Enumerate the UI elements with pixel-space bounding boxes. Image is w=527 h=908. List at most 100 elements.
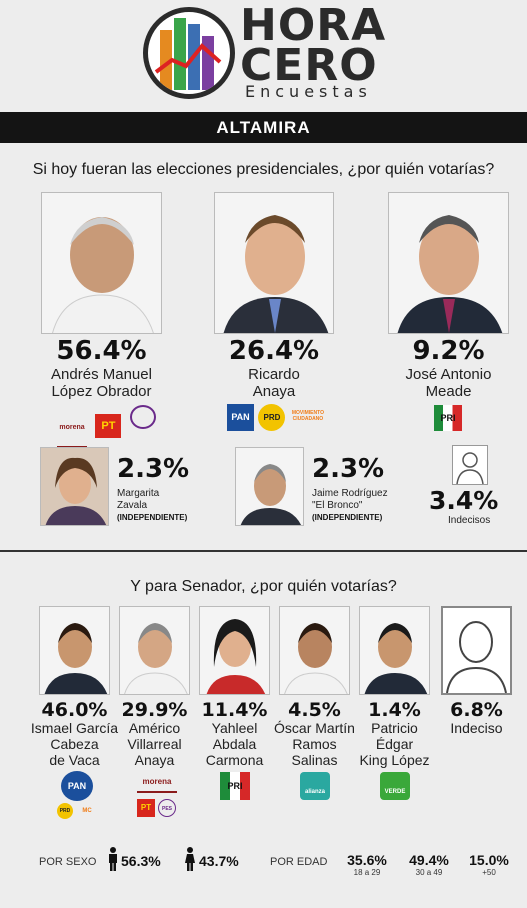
candidate-name-line2: Anaya [252, 383, 296, 400]
age-percent: 15.0% [469, 852, 509, 868]
age-percent: 49.4% [409, 852, 449, 868]
senate-name-line: Carmona [205, 752, 264, 768]
independent-tag: (INDEPENDIENTE) [117, 513, 188, 522]
candidate-photo-bronco [235, 447, 304, 526]
party-logos: PAN PRD MOVIMIENTO CIUDADANO [227, 404, 327, 432]
candidate-name-line2: López Obrador [51, 383, 152, 400]
pt-logo-icon: PT [95, 414, 122, 438]
senate-name: Óscar Martín Ramos Salinas [268, 720, 361, 768]
pes-logo-icon: PES [158, 799, 176, 817]
male-percent: 56.3% [121, 853, 161, 869]
female-icon [185, 847, 195, 871]
senate-photo-5 [359, 606, 430, 695]
senate-name-line: Édgar [375, 736, 414, 752]
party-logos: morena PT PES [137, 771, 177, 821]
pri-logo-icon: PRI [220, 772, 250, 800]
mc-logo-icon: MC [82, 808, 92, 814]
candidate-percent: 2.3% [117, 454, 190, 484]
party-logos: VERDE [380, 772, 410, 800]
age-group: 35.6% 18 a 29 [341, 852, 393, 877]
pt-logo-icon: PT [137, 799, 155, 817]
candidate-percent: 9.2% [412, 336, 485, 366]
senate-name-line: Villarreal [127, 736, 182, 752]
verde-logo-icon: VERDE [380, 772, 410, 800]
senate-name-line: Salinas [291, 752, 338, 768]
senate-undecided-silhouette-icon [441, 606, 512, 695]
morena-logo-icon: morena [57, 424, 87, 448]
female-percent: 43.7% [199, 853, 239, 869]
senate-percent: 46.0% [41, 699, 108, 721]
senate-name: Yahleel Abdala Carmona [188, 720, 281, 768]
brand-line3: Encuestas [245, 82, 372, 101]
senate-question: Y para Senador, ¿por quién votarías? [130, 578, 397, 595]
candidate-photo-zavala [40, 447, 109, 526]
senate-name: Américo Villarreal Anaya [108, 720, 201, 768]
senate-photo-2 [119, 606, 190, 695]
age-range: +50 [482, 868, 496, 877]
senate-name-line: Américo [128, 720, 181, 736]
senate-name-line: Anaya [134, 752, 175, 768]
age-group: 15.0% +50 [463, 852, 515, 877]
senate-percent: 6.8% [450, 699, 503, 721]
section-divider [0, 550, 527, 552]
candidate-name-line1: Jaime Rodríguez [312, 488, 388, 499]
pan-logo-icon: PAN [61, 771, 93, 801]
pri-logo-icon: PRI [434, 405, 462, 431]
senate-name: Ismael García Cabeza de Vaca [28, 720, 121, 768]
senate-name: Indeciso [430, 720, 523, 736]
senate-name-line: de Vaca [49, 752, 100, 768]
senate-photo-3 [199, 606, 270, 695]
age-percent: 35.6% [347, 852, 387, 868]
brand-line2: CERO [240, 40, 378, 91]
candidate-percent: 2.3% [312, 454, 385, 484]
senate-percent: 4.5% [288, 699, 341, 721]
presidential-question: Si hoy fueran las elecciones presidencia… [32, 161, 495, 178]
candidate-photo-meade [388, 192, 509, 334]
pes-logo-icon [129, 405, 156, 429]
senate-name-line: King López [359, 752, 430, 768]
senate-photo-4 [279, 606, 350, 695]
nueva-alianza-logo-icon: alianza [300, 772, 330, 800]
candidate-photo-amlo [41, 192, 162, 334]
undecided-silhouette-icon [452, 445, 488, 485]
party-logos: alianza [300, 772, 330, 800]
candidate-percent: 26.4% [228, 336, 320, 366]
candidate-name-line1: Margarita [117, 488, 160, 499]
senate-percent: 11.4% [201, 699, 268, 721]
morena-logo-icon: morena [137, 771, 177, 793]
by-age-label: POR EDAD [270, 856, 328, 868]
party-logos: PAN PRD MC [57, 771, 97, 821]
senate-name: Patricio Édgar King López [348, 720, 441, 768]
candidate-percent: 56.4% [56, 336, 147, 366]
party-logos: morena PT [57, 405, 177, 448]
brand-line1: HORA [240, 0, 387, 51]
senate-name-line: Ismael García [30, 720, 119, 736]
candidate-name-line1: José Antonio [405, 366, 492, 383]
region-banner: ALTAMIRA [0, 112, 527, 143]
senate-percent: 1.4% [368, 699, 421, 721]
senate-name-line: Patricio [371, 720, 418, 736]
senate-name-line: Abdala [212, 736, 257, 752]
undecided-label: Indecisos [448, 515, 491, 526]
senate-percent: 29.9% [121, 699, 188, 721]
mc-logo-icon: MOVIMIENTO CIUDADANO [291, 410, 324, 422]
candidate-photo-anaya [214, 192, 334, 334]
pan-logo-icon: PAN [227, 404, 254, 431]
candidate-name-line2: "El Bronco" [312, 500, 363, 511]
party-logos: PRI [434, 405, 462, 431]
senate-name-line: Ramos [292, 736, 337, 752]
senate-name-line: Óscar Martín [274, 720, 355, 736]
senate-name-line: Indeciso [450, 720, 503, 736]
undecided-percent: 3.4% [429, 486, 499, 515]
candidate-name-line2: Meade [425, 383, 472, 400]
candidate-name-line2: Zavala [117, 500, 148, 511]
senate-name-line: Cabeza [50, 736, 99, 752]
age-range: 30 a 49 [415, 868, 443, 877]
by-sex-label: POR SEXO [39, 856, 97, 868]
candidate-name-line1: Andrés Manuel [51, 366, 152, 383]
prd-logo-icon: PRD [258, 404, 286, 431]
logo-chart-icon [143, 7, 235, 99]
candidate-name-line1: Ricardo [248, 366, 300, 383]
party-logos: PRI [220, 772, 250, 800]
prd-logo-icon: PRD [57, 803, 73, 819]
